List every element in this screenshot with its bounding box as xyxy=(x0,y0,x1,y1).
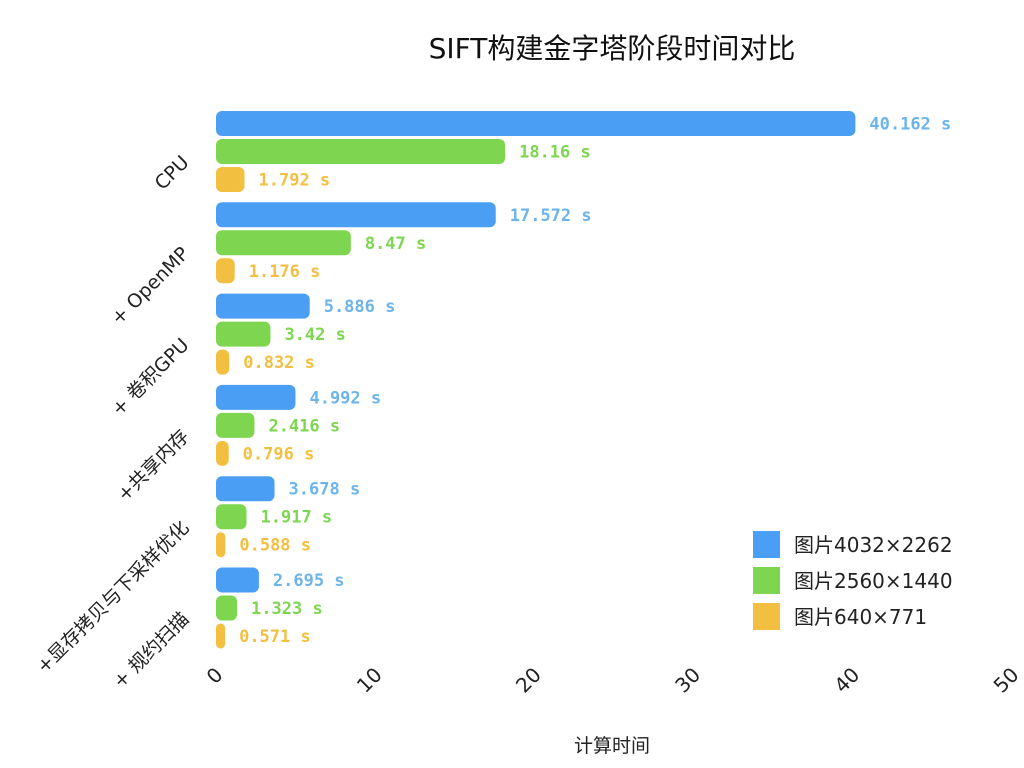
x-tick-label: 30 xyxy=(670,663,705,698)
bar xyxy=(216,230,351,256)
legend-label: 图片2560×1440 xyxy=(794,569,953,593)
legend-label: 图片4032×2262 xyxy=(794,533,953,557)
x-tick-label: 50 xyxy=(989,663,1024,698)
legend-label: 图片640×771 xyxy=(794,605,927,629)
data-label: 5.886 s xyxy=(324,297,396,317)
bar xyxy=(216,440,229,466)
bars-layer: 40.162 s 18.16 s 1.792 s 17.572 s 8.47 s 1.17… xyxy=(216,111,951,649)
bar xyxy=(216,595,238,621)
category-labels: CPU + OpenMP+ 卷积GPU+共享内存 +显存拷贝与下采样优化+ 规约扫描 xyxy=(32,151,193,692)
category-label: +显存拷贝与下采样优化 xyxy=(32,517,193,678)
data-label: 8.47 s xyxy=(365,234,426,254)
category-label: CPU xyxy=(151,151,194,194)
data-label: 4.992 s xyxy=(309,388,381,408)
x-tick-label: 20 xyxy=(511,663,546,698)
bar xyxy=(216,567,259,593)
bar xyxy=(216,384,296,410)
x-tick-label: 40 xyxy=(829,663,864,698)
data-label: 40.162 s xyxy=(869,115,951,135)
data-label: 0.832 s xyxy=(243,353,315,373)
bar xyxy=(216,349,230,375)
data-label: 3.42 s xyxy=(284,325,345,345)
bar xyxy=(216,111,856,136)
bar xyxy=(216,623,226,649)
legend-swatch xyxy=(753,567,780,594)
x-axis-label: 计算时间 xyxy=(574,735,650,757)
data-label: 0.796 s xyxy=(243,444,315,464)
bar xyxy=(216,258,235,284)
bar xyxy=(216,321,271,347)
bar xyxy=(216,504,247,530)
bar xyxy=(216,293,310,319)
x-tick-label: 0 xyxy=(202,663,228,689)
data-label: 1.792 s xyxy=(259,171,331,191)
data-label: 18.16 s xyxy=(519,143,591,163)
data-label: 1.917 s xyxy=(261,508,333,528)
category-label: +共享内存 xyxy=(113,425,194,506)
legend-swatch xyxy=(753,531,780,558)
bar xyxy=(216,167,245,192)
legend-swatch xyxy=(753,603,780,630)
data-label: 0.571 s xyxy=(239,627,311,647)
bar xyxy=(216,532,226,558)
data-label: 3.678 s xyxy=(289,480,361,500)
data-label: 2.695 s xyxy=(273,571,345,591)
legend: 图片4032×2262 图片2560×1440 图片640×771 xyxy=(753,531,953,630)
bar xyxy=(216,476,275,502)
chart-title: SIFT构建金字塔阶段时间对比 xyxy=(429,32,796,65)
category-label: + 规约扫描 xyxy=(109,608,194,693)
data-label: 2.416 s xyxy=(268,416,340,436)
x-tick-label: 10 xyxy=(352,663,387,698)
category-label: + 卷积GPU xyxy=(107,334,193,420)
bar xyxy=(216,202,496,228)
x-axis-ticks: 0 10 20 30 40 50 xyxy=(202,663,1024,698)
category-label: + OpenMP xyxy=(107,243,194,330)
bar xyxy=(216,412,255,438)
data-label: 1.323 s xyxy=(251,599,323,619)
data-label: 17.572 s xyxy=(510,206,592,226)
bar xyxy=(216,139,506,164)
data-label: 0.588 s xyxy=(239,536,311,556)
data-label: 1.176 s xyxy=(249,262,321,282)
